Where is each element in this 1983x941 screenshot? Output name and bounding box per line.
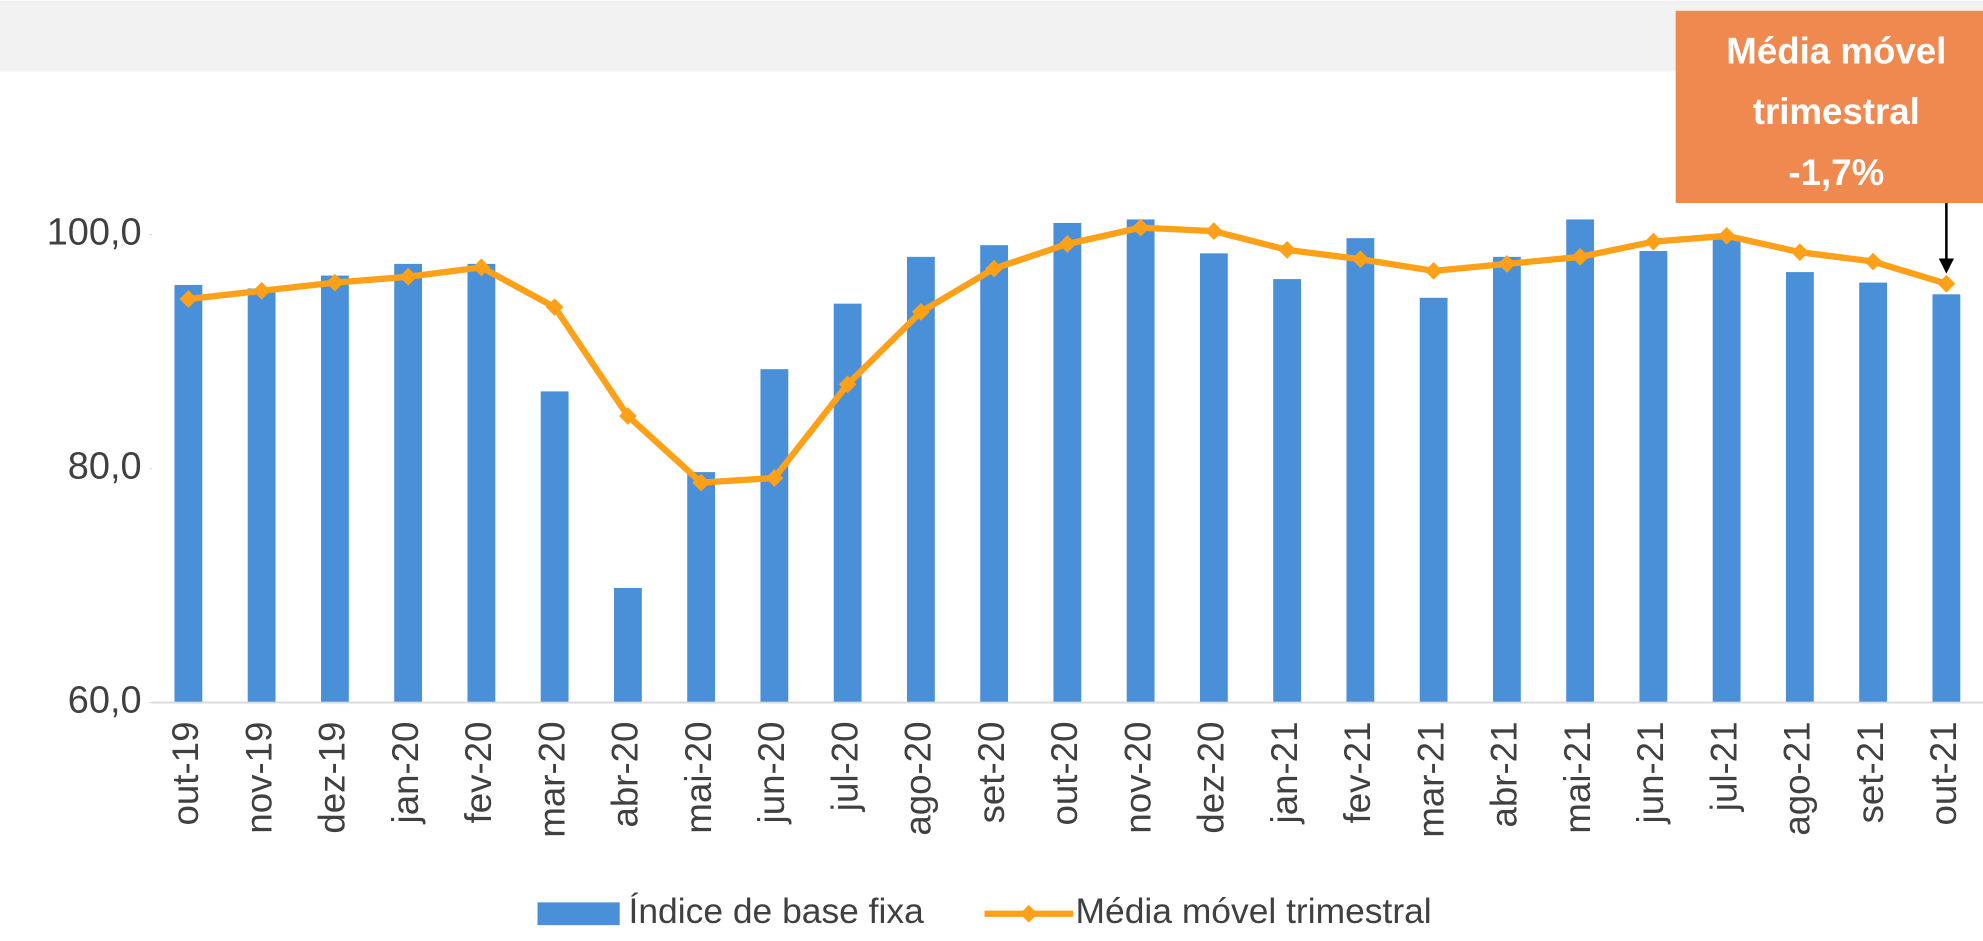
line-marker [1864, 252, 1882, 271]
x-tick-label: nov-19 [238, 722, 279, 834]
x-tick-label: jun-21 [1630, 722, 1671, 825]
bar [320, 275, 349, 703]
line-marker [985, 259, 1003, 278]
line-marker [692, 473, 710, 492]
line-marker [1791, 243, 1809, 262]
bar [687, 472, 716, 703]
x-tick-label: out-21 [1923, 722, 1964, 826]
bar [1566, 219, 1595, 703]
line-marker [326, 273, 344, 292]
bar [467, 263, 496, 703]
line-marker [1937, 274, 1956, 293]
x-tick-label: abr-21 [1484, 722, 1525, 828]
line-marker [1131, 218, 1150, 237]
y-tick-label: 60,0 [68, 680, 142, 722]
annotation-text: -1,7% [1788, 152, 1884, 193]
x-tick-label: dez-19 [312, 722, 353, 834]
bar [980, 245, 1009, 703]
x-tick-label: mar-20 [531, 722, 572, 838]
x-tick-label: out-19 [165, 722, 206, 826]
x-tick-label: mai-20 [678, 722, 719, 834]
bar [906, 256, 935, 703]
x-tick-label: jul-21 [1703, 722, 1744, 813]
header-band [0, 0, 1983, 72]
x-tick-label: jan-20 [385, 722, 426, 825]
x-tick-label: ago-20 [898, 722, 939, 836]
x-tick-label: jun-20 [751, 722, 792, 825]
bar [1199, 253, 1228, 703]
bar [174, 284, 203, 703]
annotation-text: trimestral [1753, 91, 1920, 132]
line-marker [1278, 240, 1296, 259]
line-marker [1571, 248, 1589, 266]
annotation-box [1675, 10, 1983, 204]
line-marker [1351, 250, 1370, 269]
x-tick-label: jul-20 [824, 722, 865, 813]
x-tick-label: set-21 [1850, 722, 1891, 824]
x-tick-label: mar-21 [1410, 722, 1451, 838]
x-tick-label: set-20 [971, 722, 1012, 824]
bar [1346, 238, 1375, 703]
line-marker [1424, 262, 1443, 280]
bar [394, 263, 423, 703]
bar [1273, 279, 1302, 703]
bar [833, 303, 862, 703]
legend-label: Índice de base fixa [629, 891, 925, 931]
bar [1932, 294, 1961, 703]
line-marker [399, 267, 417, 286]
bar [1492, 256, 1521, 703]
bar [1419, 297, 1448, 703]
annotation-arrowhead [1938, 258, 1954, 274]
bar [1785, 272, 1814, 703]
line-marker [765, 469, 784, 487]
bar [1639, 251, 1668, 703]
x-tick-label: dez-20 [1191, 722, 1232, 834]
x-tick-label: mai-21 [1557, 722, 1598, 834]
y-tick-label: 80,0 [68, 446, 142, 488]
x-tick-label: fev-20 [458, 722, 499, 824]
bar [1053, 222, 1082, 703]
line-marker [1205, 222, 1223, 240]
x-tick-label: ago-21 [1777, 722, 1818, 836]
y-tick-label: 100,0 [47, 212, 142, 254]
x-tick-label: out-20 [1044, 722, 1085, 826]
x-tick-label: abr-20 [605, 722, 646, 828]
bar [1126, 219, 1155, 703]
line-marker [1717, 226, 1736, 245]
line-marker [1644, 232, 1663, 251]
x-tick-label: fev-21 [1337, 722, 1378, 824]
legend-swatch [537, 902, 620, 926]
bar [247, 288, 276, 703]
legend-swatch [1019, 904, 1038, 923]
line-marker [472, 258, 491, 277]
line-marker [619, 407, 637, 425]
x-tick-label: jan-21 [1264, 722, 1305, 825]
bar [540, 391, 569, 703]
bar [1712, 238, 1741, 703]
x-tick-label: nov-20 [1117, 722, 1158, 834]
line-marker [1058, 235, 1077, 253]
bar [1859, 282, 1888, 703]
bar [613, 587, 642, 703]
line-marker [838, 375, 857, 394]
annotation-text: Média móvel [1726, 30, 1946, 71]
legend-label: Média móvel trimestral [1076, 891, 1432, 931]
bar [760, 369, 789, 703]
line-marker [179, 290, 198, 308]
